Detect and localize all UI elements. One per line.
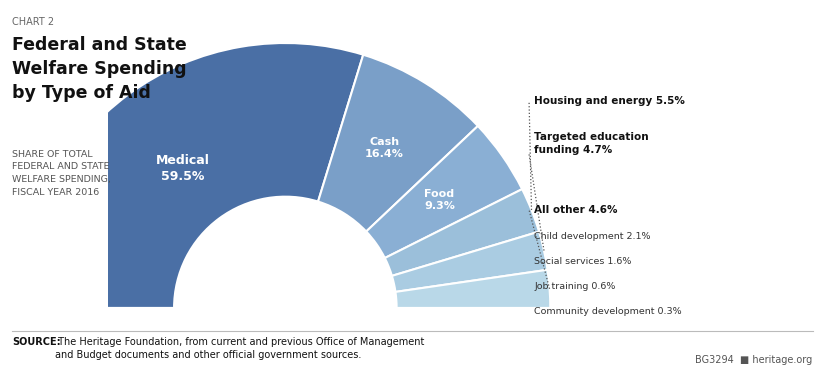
Text: Cash
16.4%: Cash 16.4%: [365, 137, 404, 159]
Text: BG3294  ■ heritage.org: BG3294 ■ heritage.org: [695, 355, 813, 365]
Wedge shape: [384, 189, 539, 276]
Text: Targeted education
funding 4.7%: Targeted education funding 4.7%: [535, 132, 649, 155]
Text: Welfare Spending: Welfare Spending: [12, 60, 187, 78]
Text: SOURCE:: SOURCE:: [12, 337, 61, 347]
Text: Job training 0.6%: Job training 0.6%: [535, 282, 615, 291]
Wedge shape: [366, 126, 522, 258]
Text: Housing and energy 5.5%: Housing and energy 5.5%: [535, 96, 686, 106]
Text: Child development 2.1%: Child development 2.1%: [535, 232, 651, 241]
Text: by Type of Aid: by Type of Aid: [12, 84, 151, 102]
Text: Federal and State: Federal and State: [12, 36, 187, 53]
Text: Social services 1.6%: Social services 1.6%: [535, 257, 632, 266]
Text: Food
9.3%: Food 9.3%: [424, 189, 455, 211]
Text: Community development 0.3%: Community development 0.3%: [535, 307, 682, 316]
Text: CHART 2: CHART 2: [12, 17, 54, 27]
Wedge shape: [318, 55, 478, 232]
Wedge shape: [395, 270, 550, 308]
Wedge shape: [392, 232, 548, 292]
Text: The Heritage Foundation, from current and previous Office of Management
and Budg: The Heritage Foundation, from current an…: [55, 337, 425, 360]
Text: All other 4.6%: All other 4.6%: [535, 205, 618, 215]
Wedge shape: [21, 43, 363, 308]
Text: Medical
59.5%: Medical 59.5%: [156, 154, 210, 183]
Text: SHARE OF TOTAL
FEDERAL AND STATE
WELFARE SPENDING,
FISCAL YEAR 2016: SHARE OF TOTAL FEDERAL AND STATE WELFARE…: [12, 150, 111, 197]
